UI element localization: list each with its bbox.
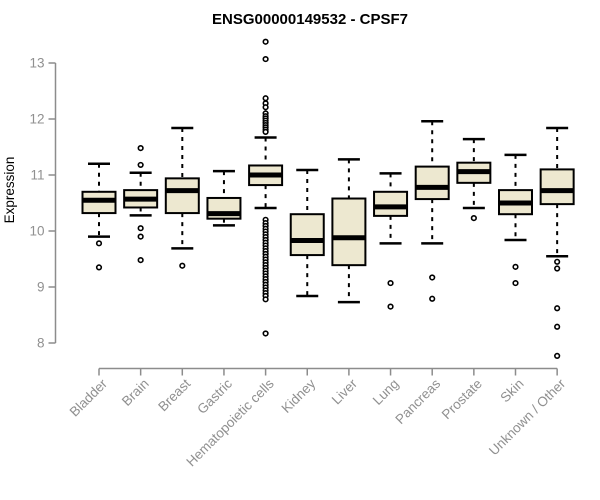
outlier-point <box>262 38 269 45</box>
boxplot-skin <box>498 153 533 287</box>
outlier-point <box>262 128 269 135</box>
outlier-point <box>554 258 561 265</box>
x-tick-label: Breast <box>155 376 193 414</box>
outlier-point <box>387 279 394 287</box>
y-tick-label: 10 <box>29 224 44 239</box>
boxplot-brain <box>123 145 159 264</box>
outlier-point <box>137 233 144 240</box>
outlier-point <box>137 257 144 264</box>
outlier-point <box>137 145 144 152</box>
iqr-box <box>289 213 325 257</box>
boxplot-hematopoietic-cells <box>248 38 284 337</box>
x-tick-label: Liver <box>329 376 361 408</box>
x-tick-label: Gastric <box>194 376 235 417</box>
y-axis: 8 9 10 11 12 13 <box>29 56 57 351</box>
x-tick-label: Prostate <box>439 376 485 422</box>
y-tick-label: 9 <box>37 280 45 295</box>
boxplot-prostate <box>456 137 492 222</box>
iqr-box <box>539 168 575 206</box>
iqr-box <box>414 165 450 201</box>
x-tick-label: Skin <box>497 376 526 405</box>
y-tick-label: 12 <box>29 112 44 127</box>
x-tick-label: Pancreas <box>392 376 443 427</box>
iqr-box <box>164 177 200 215</box>
outlier-point <box>262 95 269 102</box>
boxplot-series <box>81 38 575 359</box>
outlier-point <box>554 265 561 272</box>
boxplot-gastric <box>206 169 242 227</box>
outlier-point <box>137 225 144 232</box>
boxplot-pancreas <box>414 119 450 302</box>
y-tick-label: 11 <box>30 168 44 183</box>
outlier-point <box>429 295 436 302</box>
outlier-point <box>470 215 477 222</box>
outlier-point <box>262 55 269 63</box>
x-tick-label: Unknown / Other <box>486 376 569 459</box>
outlier-point <box>554 305 561 312</box>
outlier-point <box>512 263 519 270</box>
boxplot-unknown-other <box>539 126 575 359</box>
y-axis-title: Expression <box>2 157 17 224</box>
outlier-point <box>262 330 269 337</box>
outlier-point <box>429 274 436 281</box>
boxplot-breast <box>164 126 200 269</box>
boxplot-bladder <box>81 162 117 271</box>
outlier-point <box>512 279 519 287</box>
iqr-box <box>331 197 367 267</box>
outlier-point <box>95 264 103 271</box>
y-tick-label: 13 <box>29 56 44 71</box>
outlier-point <box>554 323 561 330</box>
x-tick-label: Brain <box>119 376 152 409</box>
x-tick-label: Bladder <box>67 376 111 420</box>
boxplot-lung <box>373 172 409 310</box>
boxplot-liver <box>331 158 367 304</box>
outlier-point <box>95 240 103 247</box>
iqr-box <box>373 190 409 217</box>
outlier-point <box>137 161 144 169</box>
y-tick-label: 8 <box>37 336 45 351</box>
outlier-point <box>387 303 394 310</box>
outlier-point <box>179 262 186 269</box>
outlier-point <box>262 296 269 303</box>
outlier-point <box>262 104 269 111</box>
boxplot-kidney <box>289 168 325 298</box>
x-tick-label: Lung <box>370 376 402 408</box>
chart-title: ENSG00000149532 - CPSF7 <box>212 11 408 28</box>
outlier-point <box>554 352 561 359</box>
x-tick-label: Kidney <box>279 376 319 416</box>
